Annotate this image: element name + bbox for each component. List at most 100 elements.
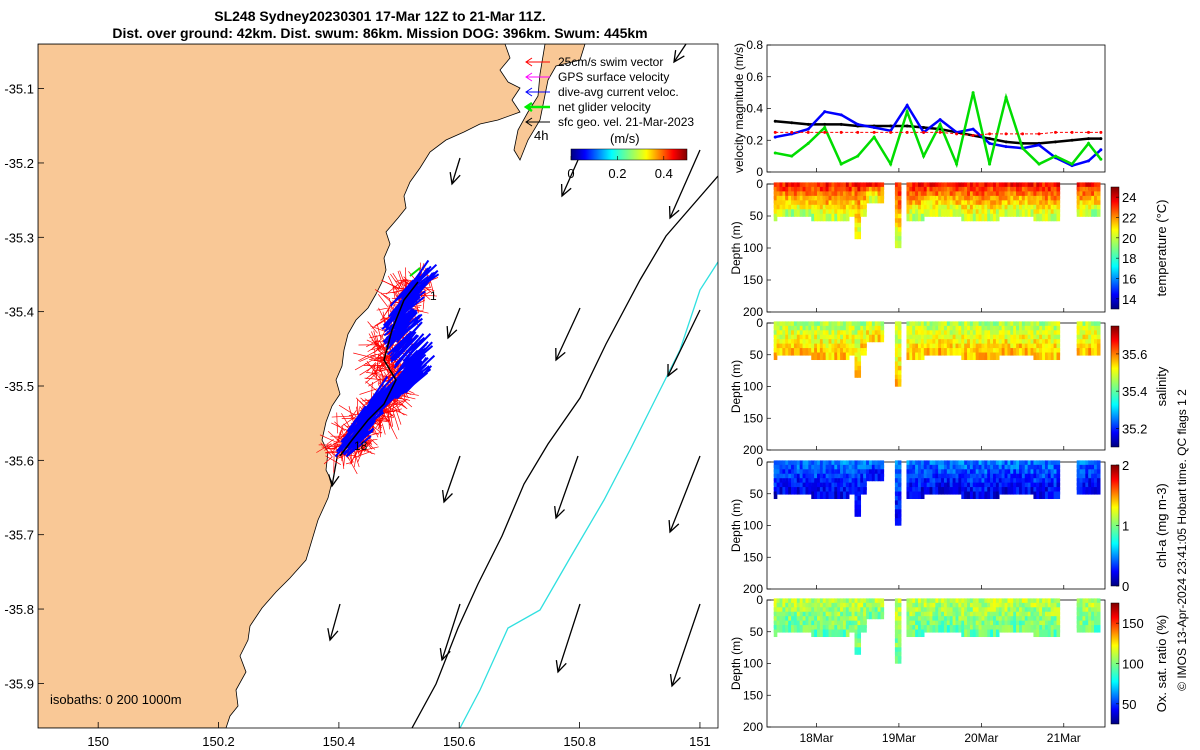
section-cell	[811, 191, 815, 199]
section-cell	[929, 182, 934, 190]
section-cell	[840, 602, 844, 611]
section-cell	[842, 200, 847, 208]
section-cell	[935, 200, 939, 208]
section-cell	[932, 616, 937, 624]
geo-velocity-arrow	[447, 307, 461, 339]
section-cell	[1042, 339, 1046, 347]
section-cell	[842, 348, 847, 356]
swim-vector	[368, 378, 382, 387]
velocity-point	[823, 122, 827, 126]
section-cell	[868, 460, 873, 468]
section-cell	[978, 629, 983, 638]
section-cell	[961, 478, 965, 486]
map-y-tick-label: -35.5	[4, 379, 34, 394]
section-cell	[1004, 334, 1009, 343]
section-cell	[1076, 182, 1081, 190]
section-cell	[894, 598, 899, 606]
section-cell	[845, 598, 850, 606]
section-cell	[993, 325, 997, 334]
section-cell	[773, 191, 778, 199]
section-cell	[995, 330, 1000, 338]
section-cell	[1030, 343, 1035, 352]
section-cell	[860, 487, 864, 495]
section-cell	[1013, 186, 1017, 195]
section-cell	[938, 611, 942, 620]
section-cell	[906, 330, 911, 338]
section-cell	[972, 343, 977, 352]
section-cell	[854, 607, 859, 615]
section-cell	[1076, 204, 1081, 213]
section-cell	[1044, 620, 1049, 629]
section-cell	[842, 487, 847, 495]
section-cell	[848, 334, 853, 343]
section-cell	[1030, 602, 1035, 611]
section-cell	[1076, 616, 1081, 624]
section-cell	[1050, 325, 1055, 334]
section-cell	[868, 325, 873, 334]
section-cell	[941, 348, 945, 356]
section-cell	[1030, 325, 1035, 334]
map-x-tick-label: 150.2	[202, 734, 235, 749]
section-cell	[1024, 482, 1029, 491]
section-cell	[961, 182, 965, 190]
section-cell	[1004, 204, 1009, 213]
section-cell	[929, 616, 934, 624]
section-cell	[998, 321, 1003, 329]
section-cell	[918, 464, 922, 473]
section-cell	[964, 343, 968, 352]
section-cell	[1076, 602, 1081, 611]
section-cell	[926, 334, 931, 343]
section-cell	[1091, 334, 1095, 343]
track-label-start: 1	[430, 289, 437, 303]
section-cell	[975, 195, 980, 204]
section-cell	[1019, 625, 1023, 633]
section-cell	[788, 607, 792, 615]
section-cell	[793, 602, 798, 611]
section-cell	[1039, 334, 1043, 343]
section-cell	[952, 602, 957, 611]
section-cell	[799, 469, 804, 477]
section-cell	[773, 478, 778, 486]
section-cell	[932, 598, 937, 606]
section-cell	[1010, 195, 1014, 204]
section-cell	[906, 352, 911, 361]
section-cell	[811, 611, 815, 620]
isobath-1000m	[459, 261, 718, 728]
section-cell	[1096, 182, 1101, 190]
section-cell	[1079, 191, 1084, 199]
section-cell	[863, 334, 867, 343]
section-cell	[923, 182, 928, 190]
section-cell	[788, 482, 792, 491]
section-cell	[1056, 348, 1061, 356]
section-cell	[1079, 464, 1084, 473]
section-cell	[1016, 195, 1020, 204]
section-cell	[987, 334, 991, 343]
section-cell	[822, 629, 827, 638]
section-cell	[972, 334, 977, 343]
section-cell	[993, 204, 997, 213]
section-cell	[1007, 482, 1012, 491]
section-cell	[943, 182, 948, 190]
velocity-point	[790, 154, 794, 158]
section-cell	[1042, 330, 1046, 338]
section-cell	[920, 491, 925, 500]
section-cell	[793, 330, 798, 338]
section-cell	[848, 200, 853, 208]
section-cell	[894, 370, 899, 378]
section-cell	[952, 195, 957, 204]
section-cell	[788, 625, 792, 633]
section-cell	[851, 460, 856, 468]
section-cell	[857, 182, 862, 190]
section-cell	[773, 200, 778, 208]
section-cell	[1047, 491, 1052, 500]
section-cell	[782, 625, 786, 633]
section-cell	[987, 348, 991, 356]
section-cell	[788, 334, 792, 343]
section-cell	[1004, 611, 1009, 620]
section-cell	[923, 611, 928, 620]
section-cell	[975, 339, 980, 347]
section-cell	[918, 186, 922, 195]
map-y-tick-label: -35.7	[4, 528, 34, 543]
section-cell	[995, 204, 1000, 213]
swim-vector	[347, 456, 358, 475]
